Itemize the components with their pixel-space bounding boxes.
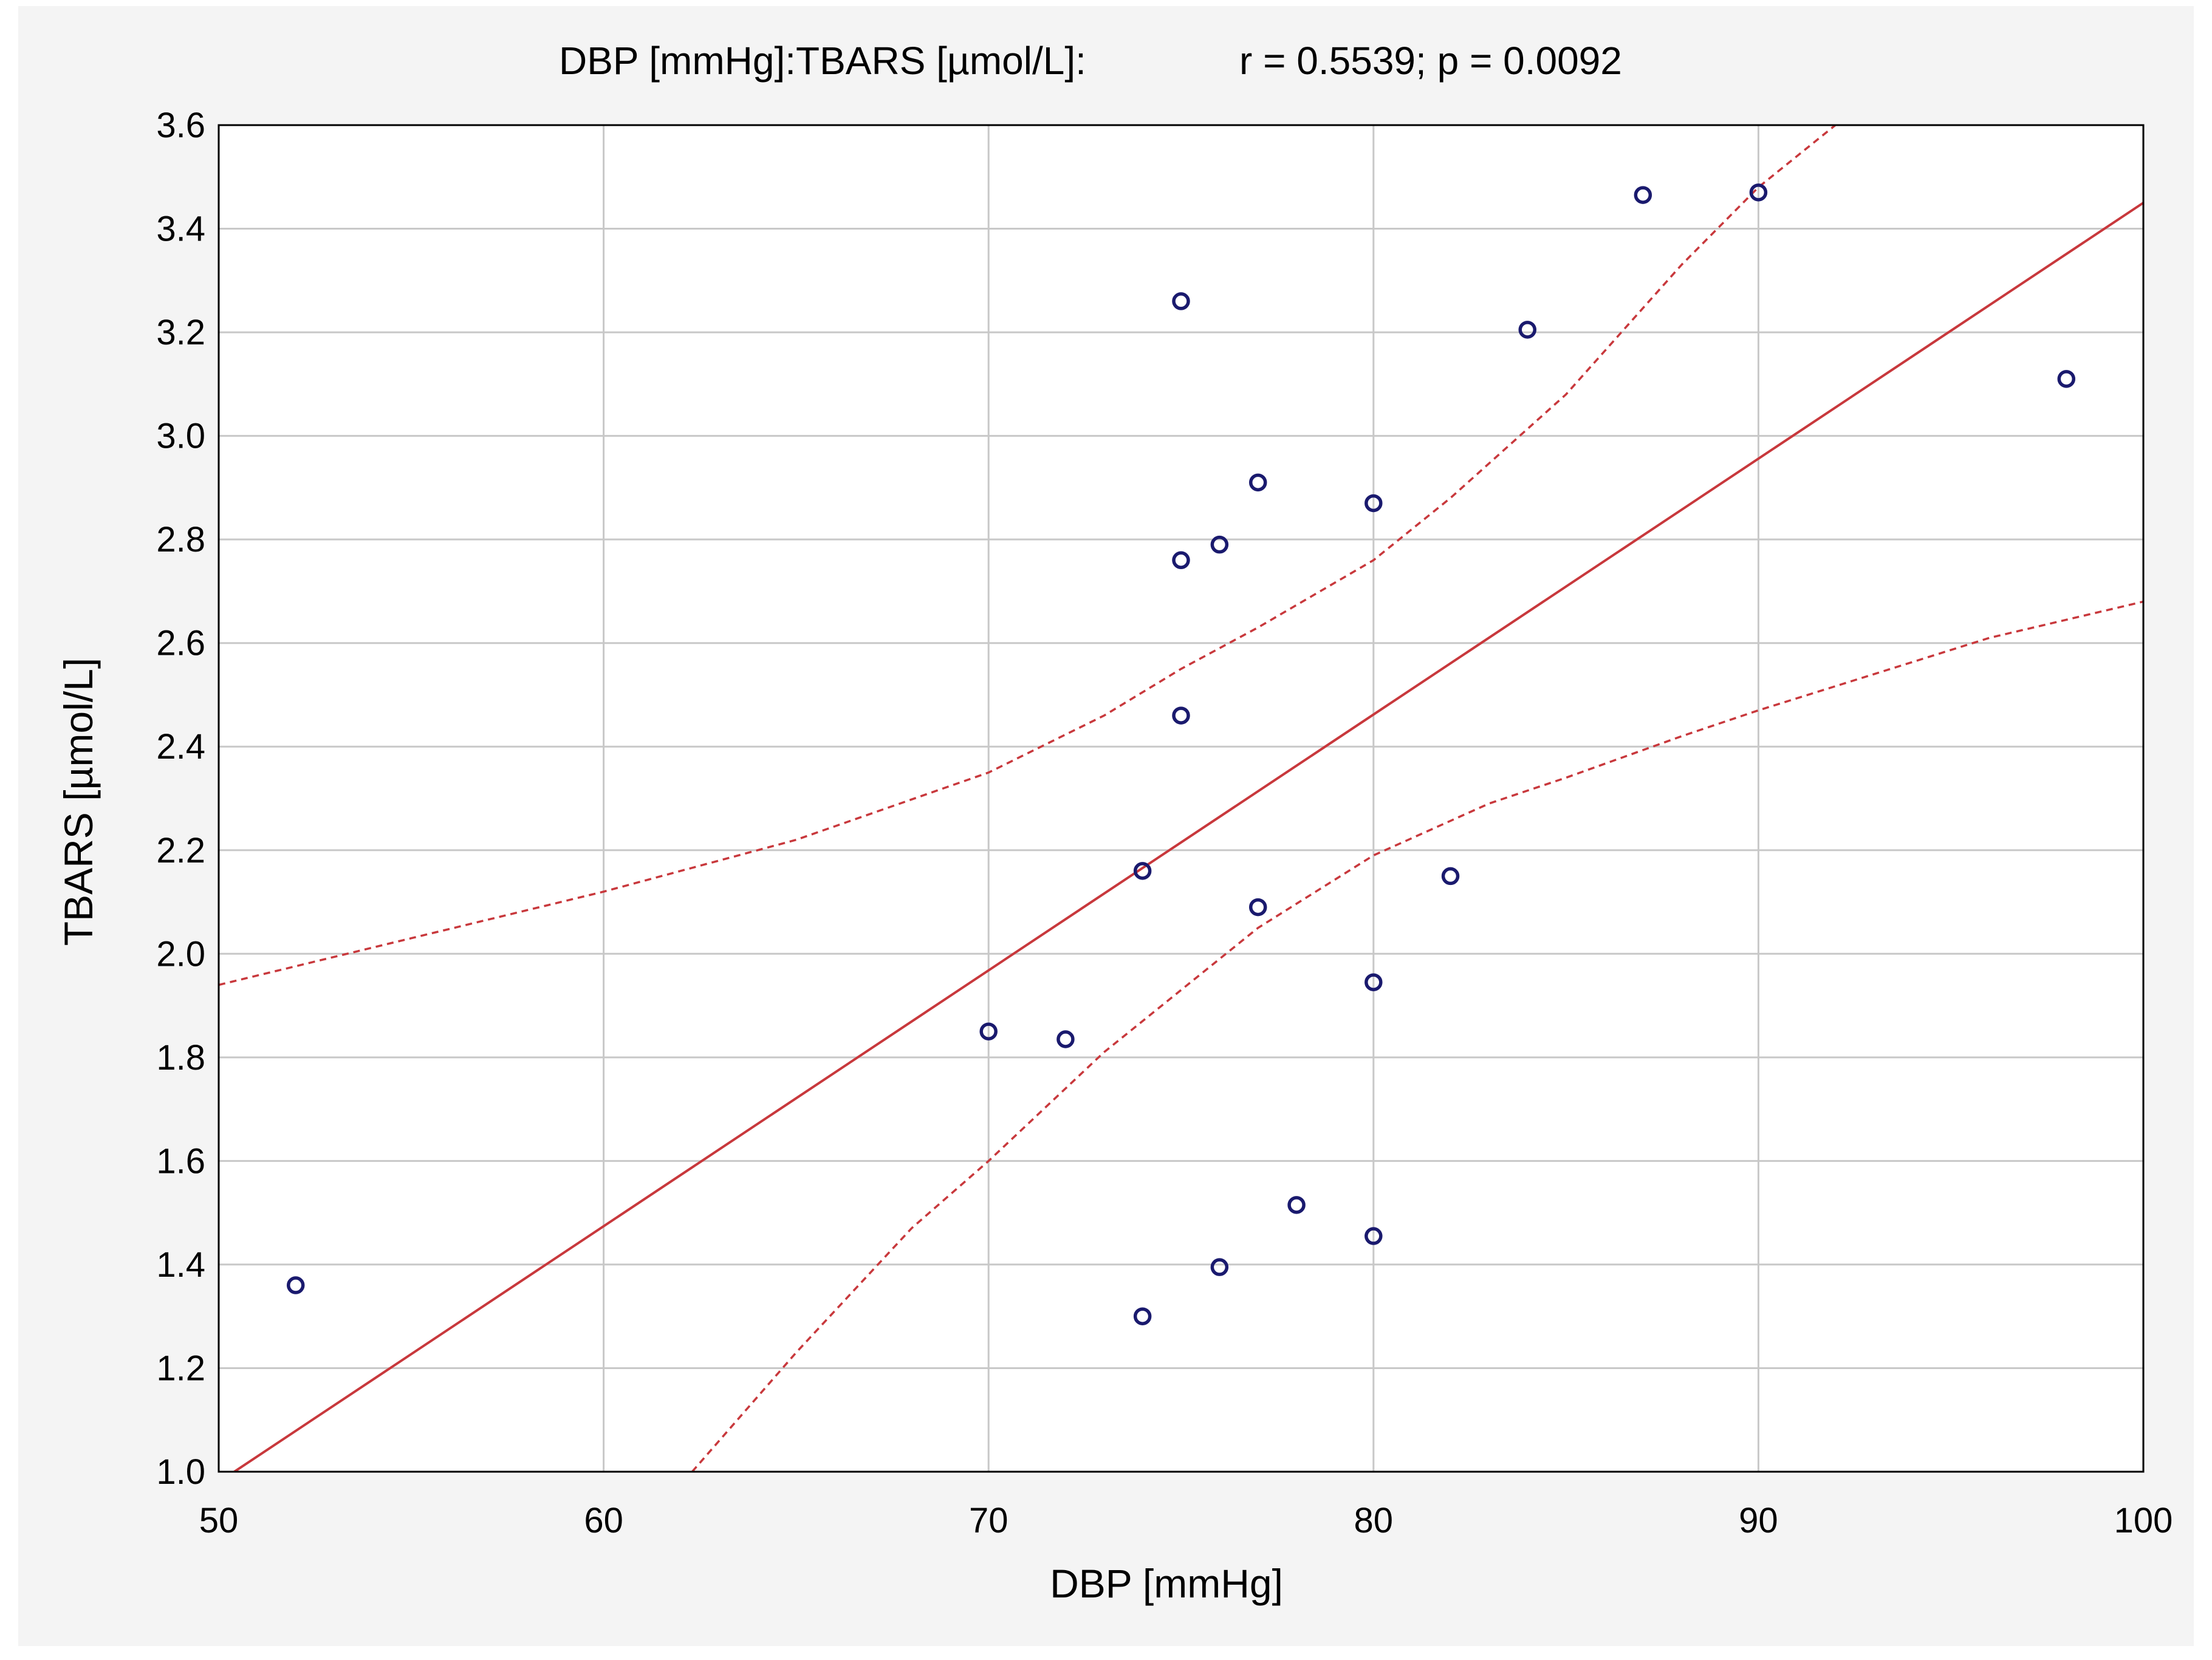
data-point [1365,1227,1383,1245]
y-tick-label: 1.6 [156,1141,205,1181]
data-point [979,1022,998,1040]
plot-frame [217,124,2145,1473]
confidence-band-lower [691,600,2143,1472]
y-tick-label: 3.6 [156,106,205,145]
x-axis-label: DBP [mmHg] [1050,1561,1283,1606]
scatter-plot: DBP [mmHg]:TBARS [µmol/L]: r = 0.5539; p… [56,39,2173,1606]
data-point [1634,186,1652,204]
y-tick-label: 1.2 [156,1348,205,1388]
y-tick-label: 3.2 [156,313,205,352]
x-tick-label: 50 [199,1501,239,1540]
data-point [1172,551,1190,570]
y-tick-label: 1.0 [156,1452,205,1492]
x-tick-label: 70 [969,1501,1008,1540]
y-axis-label: TBARS [µmol/L] [56,658,101,946]
chart-stats: r = 0.5539; p = 0.0092 [1239,39,1622,83]
data-point [1287,1196,1306,1214]
data-point [1365,494,1383,513]
data-point [1248,898,1267,917]
confidence-layer [219,125,2143,1472]
confidence-band-upper [219,125,1837,986]
data-point [1248,473,1267,492]
y-tick-label: 2.4 [156,727,205,767]
data-point [2057,370,2076,388]
data-point [1133,862,1152,880]
regression-layer [232,202,2143,1472]
data-point [1172,292,1190,310]
y-tick-label: 2.8 [156,520,205,559]
data-point [1749,183,1768,202]
data-point [286,1276,305,1294]
data-point [1441,867,1460,886]
y-axis-ticks: 1.0 1.2 1.4 1.6 1.8 2.0 2.2 2.4 2.6 2.8 3.0 3.2 3.4 3… [156,106,205,1492]
x-tick-label: 90 [1739,1501,1778,1540]
data-point [1365,973,1383,991]
y-tick-label: 3.4 [156,210,205,249]
y-tick-label: 2.0 [156,934,205,974]
chart-title: DBP [mmHg]:TBARS [µmol/L]: [559,39,1086,83]
x-tick-label: 80 [1354,1501,1394,1540]
y-tick-label: 1.4 [156,1245,205,1285]
y-tick-label: 3.0 [156,417,205,456]
y-tick-label: 2.2 [156,831,205,870]
points-layer [286,183,2076,1325]
chart-panel: DBP [mmHg]:TBARS [µmol/L]: r = 0.5539; p… [18,6,2194,1646]
regression-line [232,202,2143,1472]
y-tick-label: 1.8 [156,1038,205,1078]
x-axis-ticks: 50 60 70 80 90 100 [199,1501,2173,1540]
x-tick-label: 100 [2114,1501,2173,1540]
data-point [1210,535,1229,554]
data-point [1056,1030,1075,1048]
y-tick-label: 2.6 [156,624,205,663]
plot-area [219,125,2143,1472]
data-point [1518,321,1536,339]
data-point [1133,1307,1152,1325]
data-point [1172,706,1190,725]
x-tick-label: 60 [584,1501,623,1540]
data-point [1210,1258,1229,1276]
